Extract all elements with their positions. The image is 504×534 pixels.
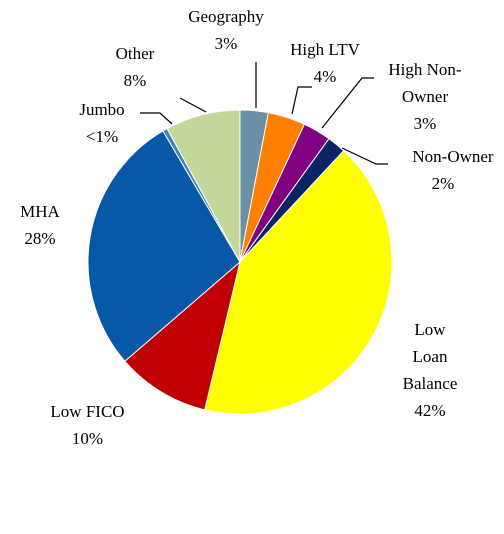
slice-label: High LTV 4% (270, 36, 380, 90)
value-label: 42% (414, 401, 446, 420)
category-name: High Non-Owner (388, 60, 462, 106)
slice-label: Jumbo <1% (62, 96, 142, 150)
leader-line (341, 147, 388, 165)
slice-label: Low Loan Balance 42% (395, 316, 465, 424)
value-label: 10% (71, 429, 104, 448)
value-label: 8% (123, 71, 147, 90)
slices (87, 109, 393, 415)
pie-slice (124, 260, 241, 411)
slice-label: Low FICO 10% (30, 398, 145, 452)
pie-slice (204, 150, 393, 415)
leader-line (179, 97, 207, 113)
category-name: Non-Owner (412, 147, 494, 166)
leader-line (321, 77, 374, 129)
slice-label: Other 8% (100, 40, 170, 94)
pie-slice (87, 130, 241, 362)
leader-line (291, 86, 312, 115)
value-label: 2% (431, 174, 455, 193)
category-name: Geography (188, 7, 264, 26)
leader-lines (140, 62, 388, 165)
pie-slice (166, 109, 241, 263)
category-name: Low FICO (50, 402, 125, 421)
slice-label: Geography 3% (176, 3, 276, 57)
category-name: Jumbo (79, 100, 125, 119)
category-name: MHA (20, 202, 60, 221)
slice-label: Non-Owner 2% (388, 143, 504, 197)
value-label: 4% (313, 67, 337, 86)
category-name: High LTV (290, 40, 360, 59)
leader-line (140, 112, 173, 125)
slice-label: MHA 28% (0, 198, 80, 252)
category-name: Low Loan Balance (402, 320, 458, 393)
slice-label: High Non-Owner 3% (375, 56, 475, 137)
value-label: 28% (24, 229, 56, 248)
value-label: 3% (413, 114, 437, 133)
value-label: 3% (214, 34, 238, 53)
value-label: <1% (85, 127, 119, 146)
category-name: Other (115, 44, 155, 63)
